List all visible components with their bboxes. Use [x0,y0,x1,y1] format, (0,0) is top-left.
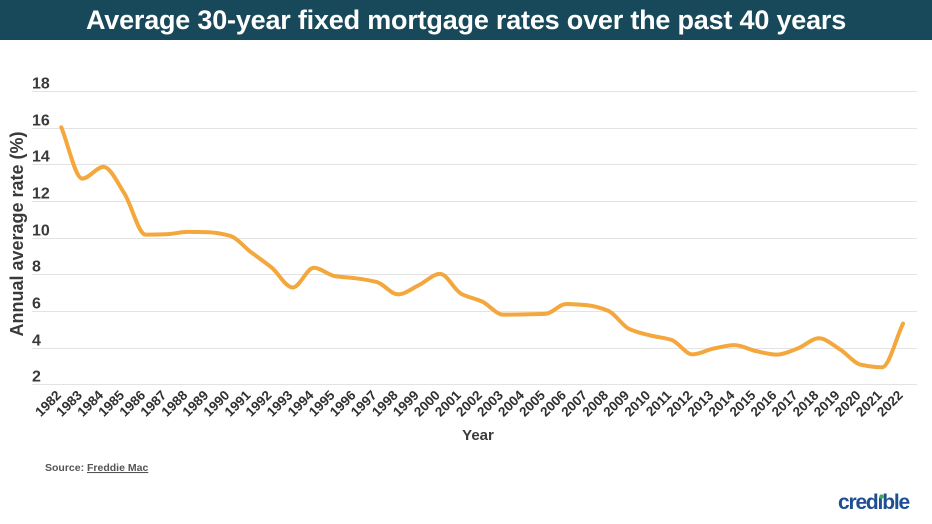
svg-text:Source: Freddie Mac: Source: Freddie Mac [45,462,148,474]
svg-text:4: 4 [32,333,41,350]
svg-text:18: 18 [32,76,50,93]
svg-text:8: 8 [32,259,41,276]
svg-text:16: 16 [32,113,50,130]
svg-text:10: 10 [32,223,50,240]
svg-text:14: 14 [32,149,50,166]
svg-text:credıble: credıble [838,491,909,514]
svg-text:Year: Year [462,427,494,444]
svg-text:12: 12 [32,186,50,203]
svg-text:2: 2 [32,369,41,386]
svg-text:6: 6 [32,296,41,313]
svg-text:Annual average rate (%): Annual average rate (%) [7,131,27,336]
